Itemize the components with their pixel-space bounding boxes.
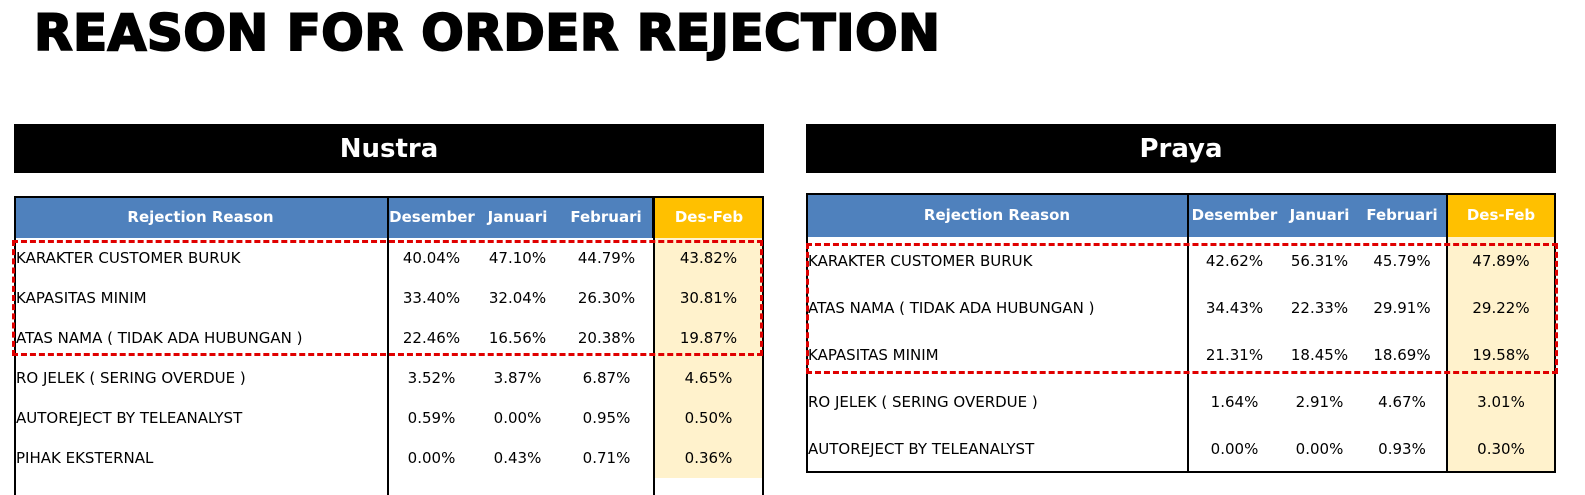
table-row: ATAS NAMA ( TIDAK ADA HUBUNGAN ) 34.43% … — [806, 284, 1556, 331]
februari-cell: 0.71% — [582, 449, 631, 467]
februari-cell: 4.67% — [1378, 392, 1426, 411]
table-row: AUTOREJECT BY TELEANALYST 0.59% 0.00% 0.… — [14, 398, 764, 438]
table-header-row: Rejection Reason Desember Januari Februa… — [806, 193, 1556, 237]
header-rejection-reason: Rejection Reason — [14, 196, 389, 238]
des-feb-cell: 4.65% — [653, 358, 764, 398]
panel-nustra: Nustra Rejection Reason Desember Januari… — [12, 124, 764, 495]
header-januari: Januari — [475, 196, 560, 238]
januari-cell: 32.04% — [488, 289, 547, 307]
februari-cell: 44.79% — [577, 249, 636, 267]
januari-cell: 3.87% — [493, 369, 542, 387]
des-feb-cell: 30.81% — [653, 278, 764, 318]
februari-cell: 29.91% — [1373, 298, 1431, 317]
header-des-feb: Des-Feb — [653, 196, 764, 238]
header-februari: Februari — [1358, 193, 1446, 237]
februari-cell: 45.79% — [1373, 251, 1431, 270]
januari-cell: 56.31% — [1290, 251, 1349, 270]
februari-cell: 0.93% — [1378, 439, 1426, 458]
des-feb-cell: 19.58% — [1446, 331, 1556, 378]
table-border-desfeb — [1446, 193, 1448, 473]
reason-cell: AUTOREJECT BY TELEANALYST — [16, 409, 243, 427]
des-feb-cell: 0.36% — [653, 438, 764, 478]
reason-cell: KAPASITAS MINIM — [808, 345, 939, 364]
februari-cell: 26.30% — [577, 289, 636, 307]
table-border-top — [14, 196, 764, 198]
desember-cell: 0.00% — [1210, 439, 1259, 458]
reason-cell: ATAS NAMA ( TIDAK ADA HUBUNGAN ) — [16, 329, 303, 347]
januari-cell: 16.56% — [488, 329, 547, 347]
januari-cell: 22.33% — [1290, 298, 1349, 317]
desember-cell: 33.40% — [402, 289, 461, 307]
januari-cell: 2.91% — [1295, 392, 1344, 411]
table-row: AUTOREJECT BY TELEANALYST 0.00% 0.00% 0.… — [806, 425, 1556, 472]
rejection-table: Rejection Reason Desember Januari Februa… — [14, 196, 764, 478]
des-feb-cell: 19.87% — [653, 318, 764, 358]
reason-cell: PIHAK EKSTERNAL — [16, 449, 154, 467]
panel-title: Nustra — [14, 124, 764, 173]
table-row: RO JELEK ( SERING OVERDUE ) 1.64% 2.91% … — [806, 378, 1556, 425]
desember-cell: 3.52% — [407, 369, 456, 387]
februari-cell: 18.69% — [1373, 345, 1431, 364]
table-row: KARAKTER CUSTOMER BURUK 40.04% 47.10% 44… — [14, 238, 764, 278]
februari-cell: 6.87% — [582, 369, 631, 387]
header-februari: Februari — [560, 196, 654, 238]
februari-cell: 0.95% — [582, 409, 631, 427]
desember-cell: 42.62% — [1205, 251, 1264, 270]
header-desember: Desember — [1188, 193, 1281, 237]
table-border-desfeb — [653, 196, 655, 495]
januari-cell: 0.00% — [493, 409, 542, 427]
februari-cell: 20.38% — [577, 329, 636, 347]
reason-cell: ATAS NAMA ( TIDAK ADA HUBUNGAN ) — [808, 298, 1095, 317]
reason-cell: AUTOREJECT BY TELEANALYST — [808, 439, 1035, 458]
desember-cell: 0.59% — [407, 409, 456, 427]
table-border-left — [14, 196, 16, 495]
des-feb-cell: 43.82% — [653, 238, 764, 278]
des-feb-cell: 29.22% — [1446, 284, 1556, 331]
table-border-reason — [1187, 193, 1189, 473]
desember-cell: 34.43% — [1205, 298, 1264, 317]
reason-cell: RO JELEK ( SERING OVERDUE ) — [16, 369, 246, 387]
desember-cell: 22.46% — [402, 329, 461, 347]
reason-cell: KARAKTER CUSTOMER BURUK — [808, 251, 1033, 270]
table-row: RO JELEK ( SERING OVERDUE ) 3.52% 3.87% … — [14, 358, 764, 398]
table-row: KAPASITAS MINIM 33.40% 32.04% 26.30% 30.… — [14, 278, 764, 318]
reason-cell: KAPASITAS MINIM — [16, 289, 147, 307]
table-row: PIHAK EKSTERNAL 0.00% 0.43% 0.71% 0.36% — [14, 438, 764, 478]
header-des-feb: Des-Feb — [1446, 193, 1556, 237]
des-feb-cell: 3.01% — [1446, 378, 1556, 425]
header-rejection-reason: Rejection Reason — [806, 193, 1188, 237]
table-row: KAPASITAS MINIM 21.31% 18.45% 18.69% 19.… — [806, 331, 1556, 378]
des-feb-cell: 47.89% — [1446, 237, 1556, 284]
rejection-table: Rejection Reason Desember Januari Februa… — [806, 193, 1556, 472]
reason-cell: KARAKTER CUSTOMER BURUK — [16, 249, 241, 267]
reason-cell: RO JELEK ( SERING OVERDUE ) — [808, 392, 1038, 411]
desember-cell: 21.31% — [1205, 345, 1264, 364]
header-desember: Desember — [388, 196, 475, 238]
header-januari: Januari — [1281, 193, 1358, 237]
table-border-right — [762, 196, 764, 495]
des-feb-cell: 0.50% — [653, 398, 764, 438]
januari-cell: 18.45% — [1290, 345, 1349, 364]
table-row: ATAS NAMA ( TIDAK ADA HUBUNGAN ) 22.46% … — [14, 318, 764, 358]
panel-title: Praya — [806, 124, 1556, 173]
panel-praya: Praya Rejection Reason Desember Januari … — [806, 124, 1558, 474]
table-row: KARAKTER CUSTOMER BURUK 42.62% 56.31% 45… — [806, 237, 1556, 284]
januari-cell: 47.10% — [488, 249, 547, 267]
desember-cell: 0.00% — [407, 449, 456, 467]
page-title: REASON FOR ORDER REJECTION — [33, 3, 941, 63]
desember-cell: 40.04% — [402, 249, 461, 267]
januari-cell: 0.00% — [1295, 439, 1344, 458]
table-border-reason — [387, 196, 389, 495]
table-header-row: Rejection Reason Desember Januari Februa… — [14, 196, 764, 238]
des-feb-cell: 0.30% — [1446, 425, 1556, 472]
januari-cell: 0.43% — [493, 449, 542, 467]
desember-cell: 1.64% — [1210, 392, 1259, 411]
